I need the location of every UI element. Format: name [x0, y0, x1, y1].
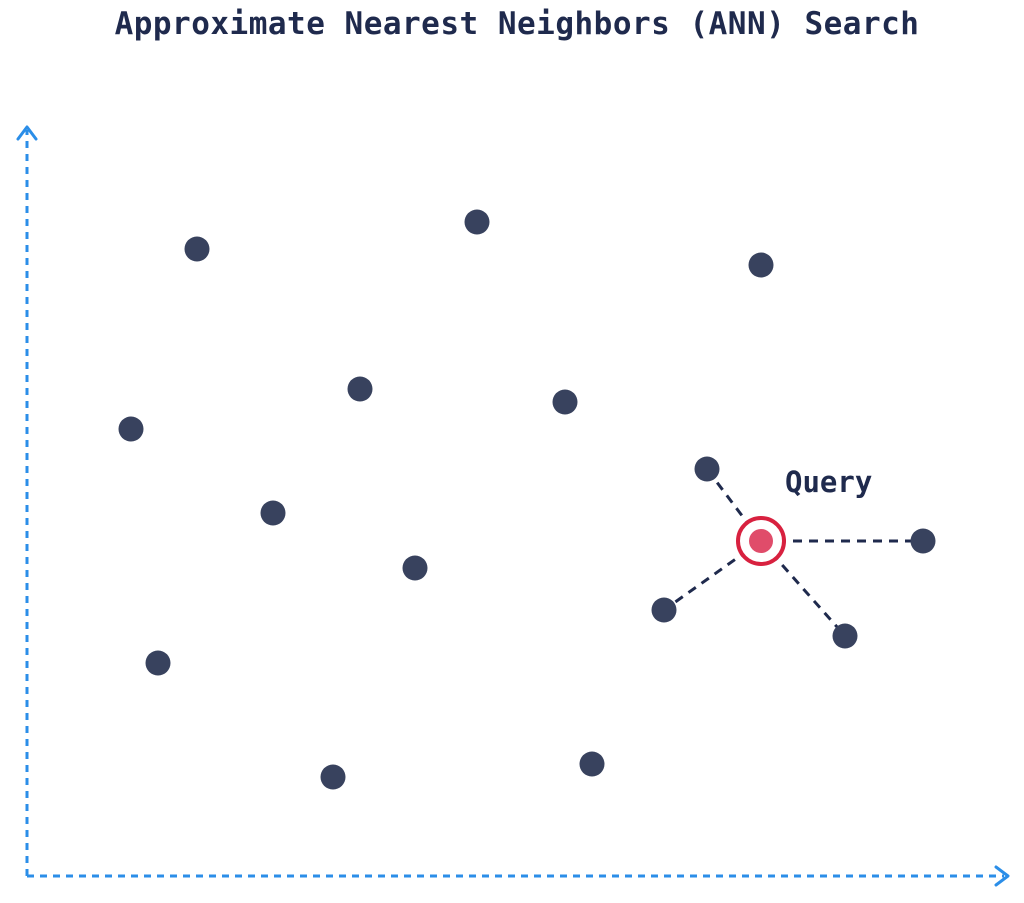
data-point-p11 — [579, 751, 605, 777]
data-point-p8 — [402, 555, 428, 581]
data-point-p3 — [748, 252, 774, 278]
axes — [16, 125, 1010, 887]
data-points — [118, 209, 936, 790]
neighbor-point-n2 — [910, 528, 936, 554]
page-title: Approximate Nearest Neighbors (ANN) Sear… — [114, 6, 920, 42]
y-axis-arrow-icon — [16, 125, 38, 141]
data-point-p9 — [145, 650, 171, 676]
data-point-p4 — [347, 376, 373, 402]
neighbor-point-n1 — [694, 456, 720, 482]
query-label: Query — [785, 465, 872, 499]
data-point-p7 — [260, 500, 286, 526]
data-point-p10 — [320, 764, 346, 790]
data-point-p2 — [464, 209, 490, 235]
data-point-p5 — [552, 389, 578, 415]
data-point-p1 — [184, 236, 210, 262]
data-point-p6 — [118, 416, 144, 442]
query-point — [736, 516, 786, 566]
neighbor-point-n3 — [651, 597, 677, 623]
x-axis-arrow-icon — [994, 865, 1010, 887]
neighbor-point-n4 — [832, 623, 858, 649]
query-dot — [749, 529, 773, 553]
